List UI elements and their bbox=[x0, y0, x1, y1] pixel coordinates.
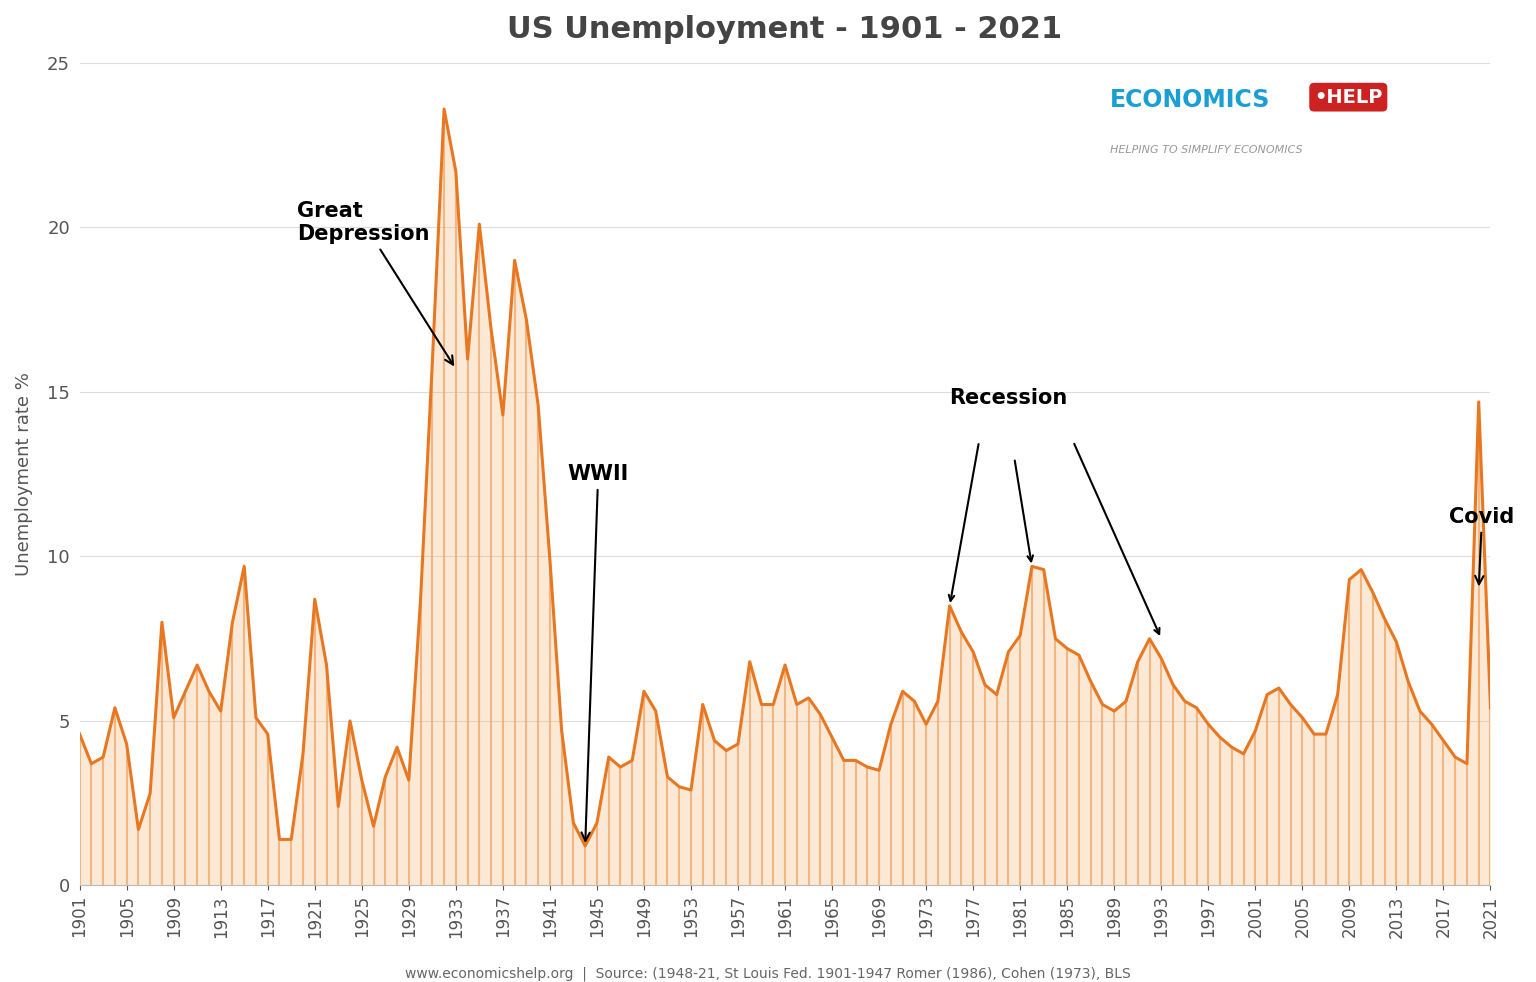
Text: ECONOMICS: ECONOMICS bbox=[1109, 87, 1270, 112]
Y-axis label: Unemployment rate %: Unemployment rate % bbox=[15, 372, 32, 576]
Text: Covid: Covid bbox=[1450, 507, 1514, 584]
Text: •HELP: •HELP bbox=[1315, 87, 1382, 107]
Text: Recession: Recession bbox=[949, 389, 1068, 409]
Text: www.economicshelp.org  |  Source: (1948-21, St Louis Fed. 1901-1947 Romer (1986): www.economicshelp.org | Source: (1948-21… bbox=[406, 966, 1130, 981]
Title: US Unemployment - 1901 - 2021: US Unemployment - 1901 - 2021 bbox=[507, 15, 1063, 44]
Text: Great
Depression: Great Depression bbox=[296, 201, 453, 364]
Text: HELPING TO SIMPLIFY ECONOMICS: HELPING TO SIMPLIFY ECONOMICS bbox=[1109, 145, 1303, 155]
Text: WWII: WWII bbox=[567, 464, 628, 841]
